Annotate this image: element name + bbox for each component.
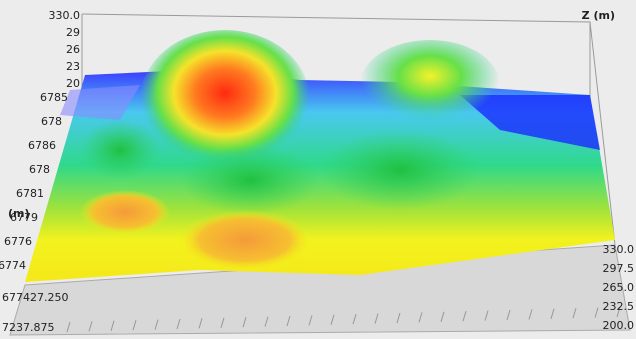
surface-shade [60, 85, 140, 120]
floor-tick [616, 306, 621, 318]
floor-tick [198, 318, 203, 329]
z-tick-label: 265.0 [603, 281, 635, 294]
floor-tick [352, 314, 357, 325]
z-tick-label: 330.0 [603, 243, 635, 256]
surface-shade [460, 95, 600, 150]
y-axis-title: (m) [8, 207, 30, 220]
z-tick-label: 23 [66, 60, 80, 73]
warm-area [80, 190, 170, 234]
z-tick-label: 26 [66, 43, 80, 56]
floor-tick [484, 310, 489, 321]
floor-tick [154, 319, 159, 330]
y-tick-label: 6779 [10, 211, 38, 224]
y-tick-label: 678 [41, 115, 62, 128]
floor-ticks [66, 306, 621, 333]
y-tick-label: 6781 [16, 187, 44, 200]
z-tick-label: 232.5 [603, 300, 635, 313]
floor-tick [330, 314, 335, 325]
z-tick-label: 330.0 [49, 9, 81, 22]
y-tick-label: 678 [29, 163, 50, 176]
z-tick-label: 20 [66, 77, 80, 90]
floor-tick [308, 315, 313, 326]
warm-area [180, 210, 310, 270]
x-tick-label: 677427.250 [2, 291, 68, 304]
y-tick-label: 6785 [40, 91, 68, 104]
floor-tick [88, 321, 93, 332]
floor-tick [594, 307, 599, 318]
hill [320, 130, 480, 210]
floor-tick [528, 309, 533, 320]
floor-tick [286, 315, 291, 327]
floor-tick [572, 308, 577, 319]
floor-tick [220, 317, 225, 328]
floor-tick [110, 320, 115, 331]
y-tick-label: 6786 [28, 139, 56, 152]
hill [180, 145, 320, 215]
floor-tick [506, 309, 511, 321]
floor-tick [176, 318, 181, 330]
floor-tick [242, 317, 247, 328]
floor-tick [418, 312, 423, 323]
peak [140, 30, 310, 170]
floor-tick [264, 316, 269, 327]
floor-tick [396, 312, 401, 324]
x-tick-label: 7237.875 [2, 321, 55, 334]
floor-tick [132, 320, 137, 331]
floor-tick [374, 313, 379, 324]
z-tick-label: 297.5 [603, 262, 635, 275]
right-edge [589, 21, 616, 246]
hill [360, 40, 500, 130]
z-tick-label: 29 [66, 26, 80, 39]
z-axis-title: Z (m) [582, 9, 615, 22]
y-tick-label: 6776 [4, 235, 32, 248]
labels: 330.0 29 26 23 20 330.0 297.5 265.0 232.5 200.0 67… [0, 9, 634, 334]
z-tick-label: 200.0 [603, 319, 635, 332]
floor-tick [66, 321, 71, 333]
y-tick-label: 6774 [0, 259, 26, 272]
hill [80, 120, 160, 180]
floor-tick [462, 311, 467, 322]
floor-tick [550, 308, 555, 319]
floor-tick [440, 311, 445, 322]
